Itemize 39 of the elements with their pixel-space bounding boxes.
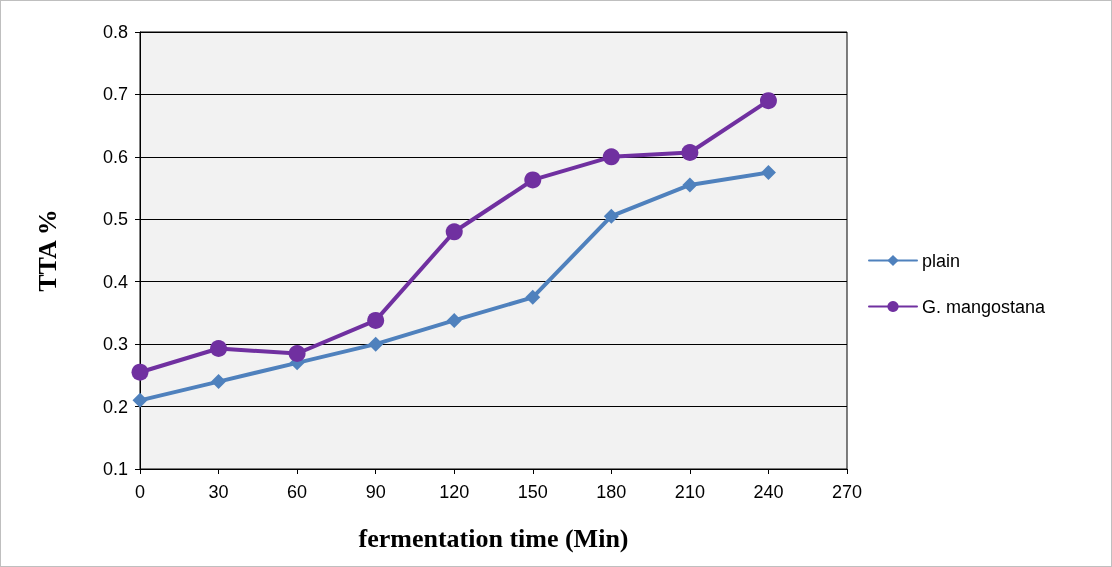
point bbox=[525, 289, 541, 305]
point bbox=[602, 148, 620, 166]
point bbox=[524, 171, 542, 189]
y-tick-label: 0.7 bbox=[102, 84, 128, 105]
point bbox=[211, 374, 227, 390]
point bbox=[445, 223, 463, 241]
y-tick-label: 0.1 bbox=[102, 459, 128, 479]
x-tick-label: 30 bbox=[208, 482, 229, 502]
point bbox=[682, 177, 698, 193]
x-tick-label: 120 bbox=[439, 482, 470, 502]
x-tick-label: 180 bbox=[596, 482, 627, 502]
point bbox=[446, 312, 462, 328]
legend-label: G. mangostana bbox=[922, 296, 1047, 317]
point bbox=[367, 311, 385, 329]
point bbox=[603, 208, 619, 224]
x-tick-label: 60 bbox=[287, 482, 308, 502]
x-axis-title: fermentation time (Min) bbox=[358, 523, 629, 553]
y-axis-title: TTA % bbox=[32, 209, 62, 292]
y-tick-label: 0.8 bbox=[102, 22, 128, 42]
x-tick-label: 90 bbox=[365, 482, 386, 502]
x-tick-label: 210 bbox=[674, 482, 705, 502]
point bbox=[759, 92, 777, 110]
point bbox=[288, 345, 306, 362]
legend-label: plain bbox=[922, 250, 961, 271]
point bbox=[681, 143, 699, 161]
point bbox=[210, 340, 228, 358]
x-tick-label: 240 bbox=[753, 482, 784, 502]
point bbox=[760, 164, 776, 180]
y-tick-label: 0.6 bbox=[102, 146, 128, 167]
x-tick-label: 150 bbox=[517, 482, 548, 502]
y-tick-label: 0.5 bbox=[102, 209, 128, 230]
x-tick-label: 270 bbox=[831, 482, 863, 502]
point bbox=[131, 363, 149, 381]
y-tick-label: 0.4 bbox=[102, 271, 128, 292]
point bbox=[368, 336, 384, 352]
x-tick-label: 0 bbox=[134, 482, 146, 502]
y-tick-label: 0.3 bbox=[102, 334, 128, 355]
point bbox=[132, 392, 148, 408]
y-tick-label: 0.2 bbox=[102, 396, 128, 417]
